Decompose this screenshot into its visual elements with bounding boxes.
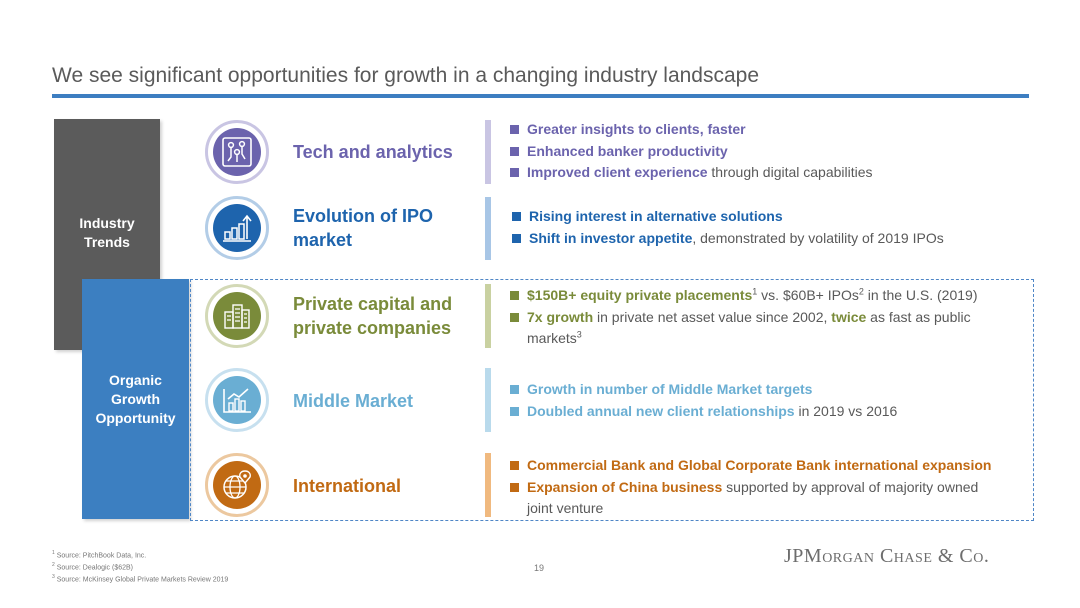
list-item: 7x growth in private net asset value sin…	[510, 307, 1010, 350]
footnotes: 1 Source: PitchBook Data, Inc. 2 Source:…	[52, 549, 228, 584]
category-ipo: Evolution of IPO market	[293, 206, 433, 250]
international-bullets: Commercial Bank and Global Corporate Ban…	[510, 455, 1025, 520]
footnote-3: 3 Source: McKinsey Global Private Market…	[52, 573, 229, 583]
list-item: Greater insights to clients, faster	[510, 119, 1030, 141]
list-item: Enhanced banker productivity	[510, 141, 1030, 163]
middle-market-icon-circle	[205, 368, 269, 432]
international-divider	[485, 453, 491, 517]
organic-growth-label: Organic Growth Opportunity	[95, 372, 176, 426]
industry-trends-label: Industry Trends	[79, 215, 135, 250]
international-icon-circle	[205, 453, 269, 517]
tech-icon-circle	[205, 120, 269, 184]
ipo-icon-circle	[205, 196, 269, 260]
category-international: International	[293, 476, 402, 496]
list-item: Rising interest in alternative solutions	[512, 206, 1032, 228]
middle-market-bullets: Growth in number of Middle Market target…	[510, 379, 1030, 422]
slide-title: We see significant opportunities for gro…	[52, 64, 760, 87]
circuit-board-icon	[222, 137, 252, 167]
page-number: 19	[534, 563, 545, 573]
private-capital-divider	[485, 284, 491, 348]
private-capital-icon-circle	[205, 284, 269, 348]
category-private-capital: Private capital and private companies	[293, 294, 453, 338]
list-item: Growth in number of Middle Market target…	[510, 379, 1030, 401]
jpmorgan-logo: JPMorgan Chase & Co.	[784, 545, 990, 567]
category-middle-market: Middle Market	[293, 391, 414, 411]
globe-pin-icon	[223, 470, 251, 499]
organic-growth-bar: Organic Growth Opportunity	[82, 279, 189, 519]
list-item: Doubled annual new client relationships …	[510, 401, 1030, 423]
category-tech: Tech and analytics	[293, 142, 453, 162]
organic-growth-frame	[190, 279, 1034, 521]
private-capital-bullets: $150B+ equity private placements1 vs. $6…	[510, 285, 1010, 350]
middle-market-divider	[485, 368, 491, 432]
footnote-1: 1 Source: PitchBook Data, Inc.	[52, 550, 147, 560]
list-item: Commercial Bank and Global Corporate Ban…	[510, 455, 1025, 477]
list-item: $150B+ equity private placements1 vs. $6…	[510, 285, 1010, 307]
list-item: Expansion of China business supported by…	[510, 477, 1025, 520]
list-item: Improved client experience through digit…	[510, 162, 1030, 184]
footnote-2: 2 Source: Dealogic ($62B)	[52, 561, 133, 572]
title-rule	[52, 94, 1029, 98]
growth-chart-icon	[223, 214, 252, 242]
ipo-bullets: Rising interest in alternative solutions…	[512, 206, 1032, 249]
bar-chart-icon	[223, 388, 251, 413]
city-buildings-icon	[224, 304, 250, 329]
tech-bullets: Greater insights to clients, faster Enha…	[510, 119, 1030, 184]
list-item: Shift in investor appetite, demonstrated…	[512, 228, 1032, 250]
tech-divider	[485, 120, 491, 184]
ipo-divider	[485, 197, 491, 260]
